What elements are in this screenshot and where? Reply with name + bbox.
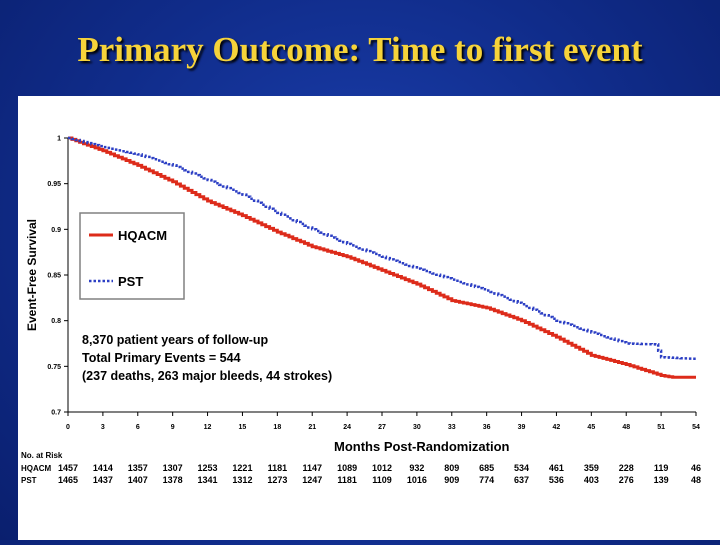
x-tick-label: 24 <box>343 424 351 431</box>
y-tick-label: 0.8 <box>51 318 61 325</box>
at-risk-value: 534 <box>514 463 529 473</box>
at-risk-row-label: PST <box>21 476 37 485</box>
chart-panel: 0.7 0.75 0.8 0.85 0.9 0.95 1 0 3 6 9 12 15 18 21 24 27 3… <box>18 96 720 540</box>
at-risk-value: 1312 <box>232 475 252 485</box>
x-tick-label: 45 <box>587 424 595 431</box>
at-risk-value: 1181 <box>337 475 357 485</box>
slide-title: Primary Outcome: Time to first event <box>77 30 643 69</box>
annotation-line: 8,370 patient years of follow-up <box>82 333 269 347</box>
at-risk-value: 276 <box>619 475 634 485</box>
x-tick-label: 12 <box>204 424 212 431</box>
series-lines <box>68 136 698 379</box>
x-axis-ticks: 0 3 6 9 12 15 18 21 24 27 30 33 36 39 42 45 48 51 54 <box>66 412 700 431</box>
x-tick-label: 51 <box>657 424 665 431</box>
at-risk-value: 809 <box>444 463 459 473</box>
at-risk-value: 1181 <box>268 463 288 473</box>
at-risk-value: 461 <box>549 463 564 473</box>
at-risk-value: 637 <box>514 475 529 485</box>
at-risk-value: 1457 <box>58 463 78 473</box>
x-tick-label: 27 <box>378 424 386 431</box>
at-risk-value: 774 <box>479 475 494 485</box>
y-tick-label: 0.9 <box>51 227 61 234</box>
annotation-block: 8,370 patient years of follow-up Total Pr… <box>82 333 332 383</box>
at-risk-table: No. at Risk HQACM 1457 1414 1357 1307 1253 1221… <box>21 451 701 485</box>
y-tick-label: 0.85 <box>47 273 61 280</box>
y-axis-label: Event-Free Survival <box>25 219 39 331</box>
at-risk-value: 1253 <box>198 463 218 473</box>
at-risk-value: 1012 <box>372 463 392 473</box>
x-tick-label: 42 <box>553 424 561 431</box>
y-axis-ticks: 0.7 0.75 0.8 0.85 0.9 0.95 1 <box>47 136 68 417</box>
at-risk-value: 536 <box>549 475 564 485</box>
at-risk-value: 1221 <box>232 463 252 473</box>
km-chart: 0.70.750.80.850.90.951 0 3 6 9 12 15 18 21 24 27 3… <box>21 136 701 486</box>
at-risk-value: 1016 <box>407 475 427 485</box>
x-tick-label: 48 <box>622 424 630 431</box>
y-tick-label: 0.95 <box>47 181 61 188</box>
y-tick-label: 1 <box>57 136 61 143</box>
y-tick-label: 0.75 <box>47 364 61 371</box>
at-risk-value: 932 <box>409 463 424 473</box>
at-risk-value: 139 <box>654 475 669 485</box>
x-tick-label: 0 <box>66 424 70 431</box>
legend-box: HQACM PST <box>79 212 185 300</box>
at-risk-value: 119 <box>654 463 669 473</box>
legend-label-pst: PST <box>118 274 143 289</box>
at-risk-value: 1089 <box>337 463 357 473</box>
x-axis-label: Months Post-Randomization <box>334 439 510 454</box>
at-risk-value: 359 <box>584 463 599 473</box>
at-risk-title: No. at Risk <box>21 451 63 460</box>
at-risk-value: 1437 <box>93 475 113 485</box>
x-tick-label: 30 <box>413 424 421 431</box>
at-risk-value: 48 <box>691 475 701 485</box>
at-risk-value: 1341 <box>198 475 218 485</box>
at-risk-value: 909 <box>444 475 459 485</box>
at-risk-value: 1414 <box>93 463 113 473</box>
legend-frame <box>79 212 185 300</box>
x-tick-label: 54 <box>692 424 700 431</box>
axes <box>67 138 696 413</box>
at-risk-value: 1378 <box>163 475 183 485</box>
x-tick-label: 33 <box>448 424 456 431</box>
at-risk-value: 1307 <box>163 463 183 473</box>
x-tick-label: 39 <box>518 424 526 431</box>
series-line-hqacm <box>68 136 696 379</box>
at-risk-value: 1109 <box>372 475 392 485</box>
at-risk-value: 1147 <box>302 463 322 473</box>
at-risk-value: 1407 <box>128 475 148 485</box>
at-risk-value: 685 <box>479 463 494 473</box>
x-tick-label: 15 <box>239 424 247 431</box>
x-tick-label: 21 <box>308 424 316 431</box>
x-tick-label: 9 <box>171 424 175 431</box>
annotation-line: Total Primary Events = 544 <box>82 351 241 365</box>
at-risk-value: 1465 <box>58 475 78 485</box>
at-risk-value: 403 <box>584 475 599 485</box>
at-risk-value: 1273 <box>267 475 287 485</box>
at-risk-value: 228 <box>619 463 634 473</box>
annotation-line: (237 deaths, 263 major bleeds, 44 stroke… <box>82 369 332 383</box>
series-line-pst <box>68 136 698 361</box>
x-tick-label: 6 <box>136 424 140 431</box>
x-tick-label: 3 <box>101 424 105 431</box>
at-risk-value: 46 <box>691 463 701 473</box>
y-tick-label: 0.7 <box>51 410 61 417</box>
x-tick-label: 36 <box>483 424 491 431</box>
legend-label-hqacm: HQACM <box>118 228 167 243</box>
at-risk-row-label: HQACM <box>21 464 52 473</box>
x-tick-label: 18 <box>273 424 281 431</box>
at-risk-value: 1357 <box>128 463 148 473</box>
at-risk-value: 1247 <box>302 475 322 485</box>
